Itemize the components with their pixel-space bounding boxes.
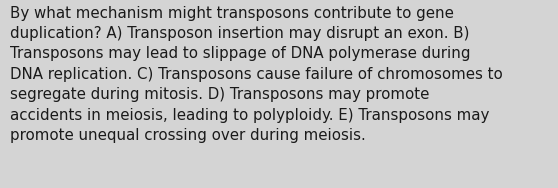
Text: By what mechanism might transposons contribute to gene
duplication? A) Transposo: By what mechanism might transposons cont… — [10, 6, 503, 143]
